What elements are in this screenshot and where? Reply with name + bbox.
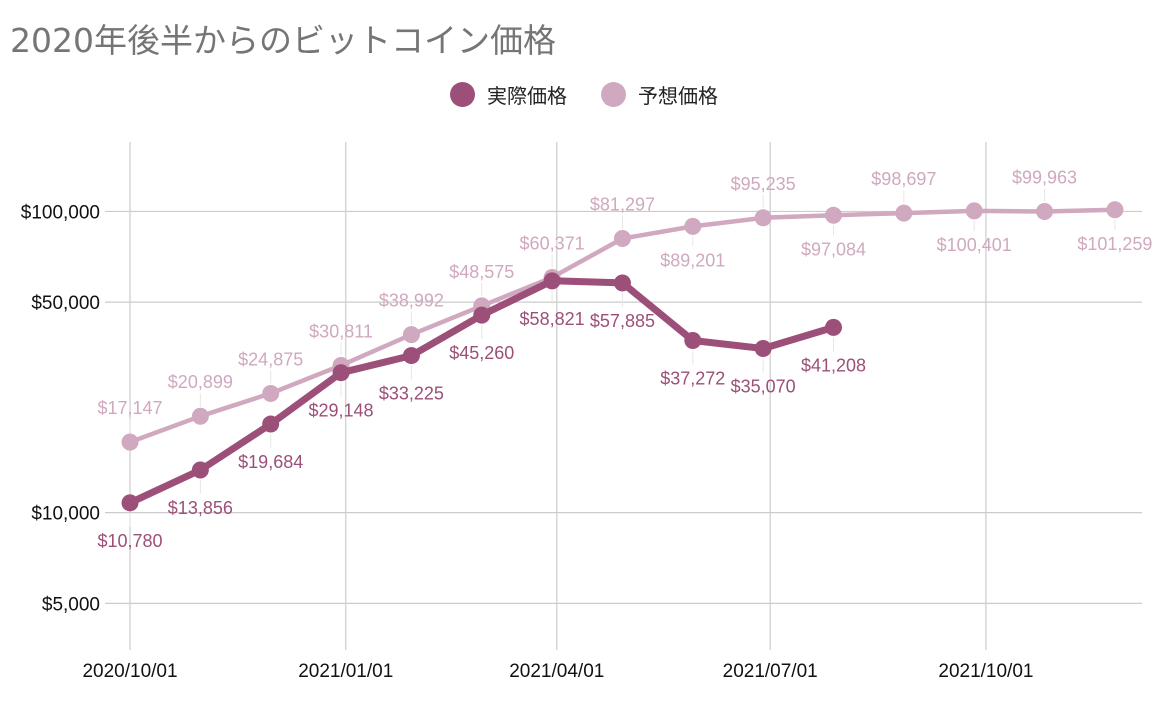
data-label-actual: $19,684 — [238, 452, 303, 472]
data-point-forecast — [1036, 202, 1054, 220]
data-labels: $17,147 $20,899$24,875 $30,811 $38,992$48,5… — [97, 167, 1152, 550]
data-label-forecast: $101,259 — [1077, 234, 1152, 254]
data-point-forecast — [121, 433, 139, 451]
axis-labels: $5,000 $10,000 $50,000 $100,000 2020/10/01 20… — [21, 202, 1034, 682]
data-label-forecast: $60,371 — [520, 233, 585, 253]
data-point-actual — [121, 494, 139, 512]
data-point-actual — [191, 461, 209, 479]
x-tick-label: 2021/01/01 — [298, 661, 393, 682]
data-label-actual: $29,148 — [309, 401, 374, 421]
data-label-forecast: $81,297 — [590, 195, 655, 215]
y-tick-label: $10,000 — [31, 504, 100, 525]
data-label-forecast: $24,875 — [238, 349, 303, 369]
data-point-actual — [543, 272, 561, 290]
legend-item-actual[interactable]: 実際価格 — [450, 80, 567, 109]
data-point-forecast — [191, 407, 209, 425]
data-point-forecast — [895, 204, 913, 222]
y-tick-label: $50,000 — [31, 293, 100, 314]
data-point-forecast — [684, 217, 702, 235]
y-tick-label: $100,000 — [21, 202, 100, 223]
data-label-forecast: $97,084 — [801, 239, 866, 259]
y-tick-label: $5,000 — [42, 594, 100, 615]
data-label-actual: $41,208 — [801, 355, 866, 375]
data-label-actual: $57,885 — [590, 311, 655, 331]
x-tick-label: 2021/04/01 — [509, 661, 604, 682]
data-label-actual: $13,856 — [168, 498, 233, 518]
legend-swatch-actual — [450, 81, 475, 107]
data-label-forecast: $48,575 — [449, 262, 514, 282]
data-label-actual: $37,272 — [660, 369, 725, 389]
legend-label-actual: 実際価格 — [487, 83, 567, 108]
data-label-actual: $45,260 — [449, 343, 514, 363]
data-point-actual — [825, 318, 842, 336]
data-point-actual — [402, 347, 420, 365]
data-point-forecast — [1106, 201, 1124, 219]
legend: 実際価格 予想価格 — [0, 74, 1168, 114]
data-point-actual — [262, 415, 280, 433]
data-point-forecast — [402, 326, 420, 344]
data-point-forecast — [965, 202, 983, 220]
data-label-actual: $35,070 — [731, 377, 796, 397]
data-point-actual — [684, 332, 702, 350]
data-label-forecast: $38,992 — [379, 291, 444, 311]
legend-item-forecast[interactable]: 予想価格 — [601, 80, 718, 109]
data-point-actual — [332, 364, 350, 382]
data-label-actual: $10,780 — [97, 531, 162, 551]
data-label-actual: $58,821 — [520, 309, 585, 329]
data-label-forecast: $99,963 — [1012, 167, 1077, 187]
x-tick-label: 2020/10/01 — [82, 661, 177, 682]
data-label-forecast: $20,899 — [168, 372, 233, 392]
x-tick-label: 2021/07/01 — [723, 661, 818, 682]
data-label-forecast: $30,811 — [309, 321, 373, 341]
data-label-forecast: $95,235 — [731, 174, 796, 194]
data-label-actual: $33,225 — [379, 384, 444, 404]
data-label-forecast: $17,147 — [97, 398, 162, 418]
legend-label-forecast: 予想価格 — [638, 83, 718, 108]
gridlines — [105, 142, 1142, 650]
data-label-forecast: $98,697 — [871, 169, 936, 189]
data-point-forecast — [262, 384, 280, 402]
data-label-forecast: $100,401 — [937, 235, 1012, 255]
data-point-forecast — [613, 230, 631, 248]
series-lines — [121, 201, 1124, 512]
data-label-forecast: $89,201 — [660, 250, 725, 270]
legend-swatch-forecast — [601, 81, 626, 107]
x-tick-label: 2021/10/01 — [938, 661, 1033, 682]
data-point-forecast — [825, 206, 842, 224]
data-point-actual — [473, 306, 491, 324]
data-point-actual — [754, 340, 772, 358]
chart-title: 2020年後半からのビットコイン価格 — [10, 21, 556, 60]
data-point-actual — [613, 274, 631, 292]
data-point-forecast — [754, 209, 772, 227]
